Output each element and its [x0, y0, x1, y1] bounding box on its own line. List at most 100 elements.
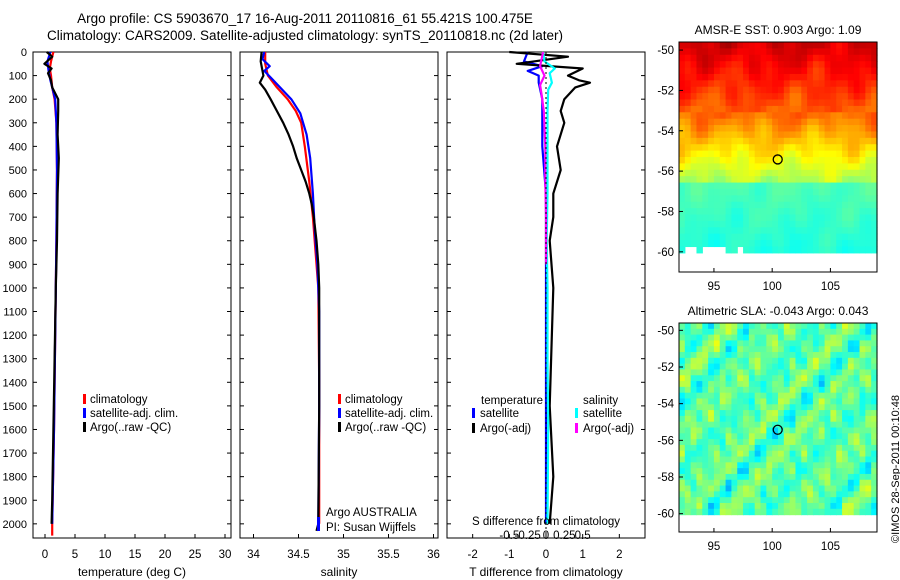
sst-heatmap-cell — [807, 112, 814, 120]
sla-heatmap-cell — [713, 450, 721, 458]
sla-heatmap-cell — [760, 502, 767, 510]
depth-tick-label: 600 — [9, 189, 27, 201]
sla-heatmap-cell — [766, 456, 773, 463]
sla-heatmap-cell — [737, 433, 744, 440]
sst-heatmap-cell — [801, 125, 808, 133]
sst-heatmap-cell — [853, 99, 861, 107]
sst-heatmap-cell — [778, 137, 785, 145]
sla-heatmap-cell — [696, 456, 703, 463]
sst-heatmap-cell — [853, 86, 861, 94]
sla-heatmap-cell — [830, 323, 837, 330]
sst-heatmap-cell — [713, 157, 721, 164]
sst-heatmap-cell — [684, 163, 692, 171]
sst-heatmap-cell — [743, 93, 750, 101]
sst-heatmap-cell — [696, 227, 703, 235]
sst-heatmap-cell — [801, 220, 808, 228]
sla-heatmap-cell — [772, 427, 779, 434]
sst-heatmap-cell — [847, 233, 855, 241]
sst-heatmap-cell — [690, 67, 698, 75]
sla-heatmap-cell — [842, 328, 849, 336]
sst-heatmap-cell — [824, 201, 832, 209]
sla-heatmap-cell — [807, 328, 814, 336]
sst-heatmap-cell — [871, 176, 878, 184]
sst-heatmap-cell — [842, 188, 849, 196]
sla-heatmap-cell — [766, 433, 773, 440]
sla-heatmap-cell — [859, 386, 866, 394]
sst-heatmap-cell — [731, 208, 738, 216]
sst-x-tick-label: 100 — [763, 281, 782, 293]
sla-heatmap-cell — [696, 450, 703, 458]
sst-argo-location-marker — [772, 154, 783, 165]
sst-heatmap-cell — [696, 195, 703, 203]
sst-heatmap-cell — [766, 125, 773, 133]
sst-heatmap-cell — [824, 188, 832, 196]
sla-heatmap-cell — [713, 433, 721, 440]
sst-heatmap-cell — [725, 214, 733, 222]
sla-heatmap-cell — [807, 369, 814, 376]
sla-heatmap-cell — [783, 415, 791, 423]
sst-heatmap-cell — [807, 131, 814, 139]
sst-heatmap-cell — [865, 73, 872, 81]
sla-heatmap-cell — [871, 328, 878, 336]
sla-heatmap-cell — [737, 323, 744, 330]
sla-heatmap-cell — [865, 439, 872, 446]
sla-heatmap-cell — [696, 427, 703, 434]
sla-heatmap-cell — [737, 450, 744, 458]
sla-heatmap-cell — [871, 468, 878, 475]
sst-heatmap-cell — [754, 112, 762, 120]
sla-heatmap-cell — [830, 479, 837, 487]
difference-top-axis-label: S difference from climatology — [472, 516, 620, 528]
sla-heatmap-cell — [842, 392, 849, 400]
sla-heatmap-cell — [760, 398, 767, 405]
sla-heatmap-cell — [684, 386, 692, 394]
sla-heatmap-cell — [818, 508, 826, 516]
sst-heatmap-cell — [748, 240, 756, 248]
sla-heatmap-cell — [754, 398, 762, 405]
sst-heatmap-cell — [801, 157, 808, 164]
sla-heatmap-cell — [818, 491, 826, 498]
sla-heatmap-cell — [830, 439, 837, 446]
sla-heatmap-cell — [684, 444, 692, 452]
sla-heatmap-cell — [690, 473, 698, 481]
sst-heatmap-cell — [708, 220, 715, 228]
sla-heatmap-cell — [847, 386, 855, 394]
sst-y-tick-label: -52 — [657, 85, 674, 97]
sla-heatmap-cell — [847, 473, 855, 481]
sla-heatmap-cell — [807, 404, 814, 411]
sla-heatmap-cell — [871, 381, 878, 388]
sst-heatmap-cell — [696, 188, 703, 196]
sst-heatmap-cell — [760, 99, 767, 107]
sla-heatmap-cell — [847, 410, 855, 417]
sla-heatmap-cell — [679, 386, 686, 394]
sla-heatmap-cell — [807, 375, 814, 382]
sst-heatmap-cell — [865, 188, 872, 196]
sla-heatmap-cell — [871, 485, 878, 492]
sst-heatmap-cell — [772, 99, 779, 107]
sla-heatmap-cell — [807, 363, 814, 371]
sst-heatmap-cell — [818, 246, 826, 254]
sla-heatmap-cell — [760, 508, 767, 516]
sla-heatmap-cell — [696, 485, 703, 492]
sst-heatmap-cell — [679, 67, 686, 75]
sla-heatmap-cell — [847, 444, 855, 452]
sst-heatmap-cell — [772, 144, 779, 152]
sst-heatmap-cell — [836, 188, 843, 196]
sla-heatmap-cell — [789, 473, 797, 481]
sla-heatmap-cell — [713, 352, 721, 359]
sst-heatmap-cell — [847, 150, 855, 158]
sst-heatmap-cell — [824, 150, 832, 158]
sla-heatmap-cell — [842, 491, 849, 498]
sst-heatmap-cell — [684, 105, 692, 113]
sst-heatmap-cell — [865, 176, 872, 184]
sst-heatmap-cell — [690, 233, 698, 241]
salinity-legend-swatch — [338, 408, 341, 418]
sst-heatmap-cell — [778, 54, 785, 62]
sla-heatmap-cell — [871, 410, 878, 417]
sst-heatmap-cell — [778, 195, 785, 203]
sst-heatmap-cell — [702, 99, 709, 107]
sla-heatmap-cell — [801, 386, 808, 394]
sla-heatmap-cell — [748, 427, 756, 434]
salinity-x-axis-label: salinity — [321, 565, 358, 579]
sst-heatmap-cell — [847, 93, 855, 101]
sst-heatmap-cell — [748, 157, 756, 164]
